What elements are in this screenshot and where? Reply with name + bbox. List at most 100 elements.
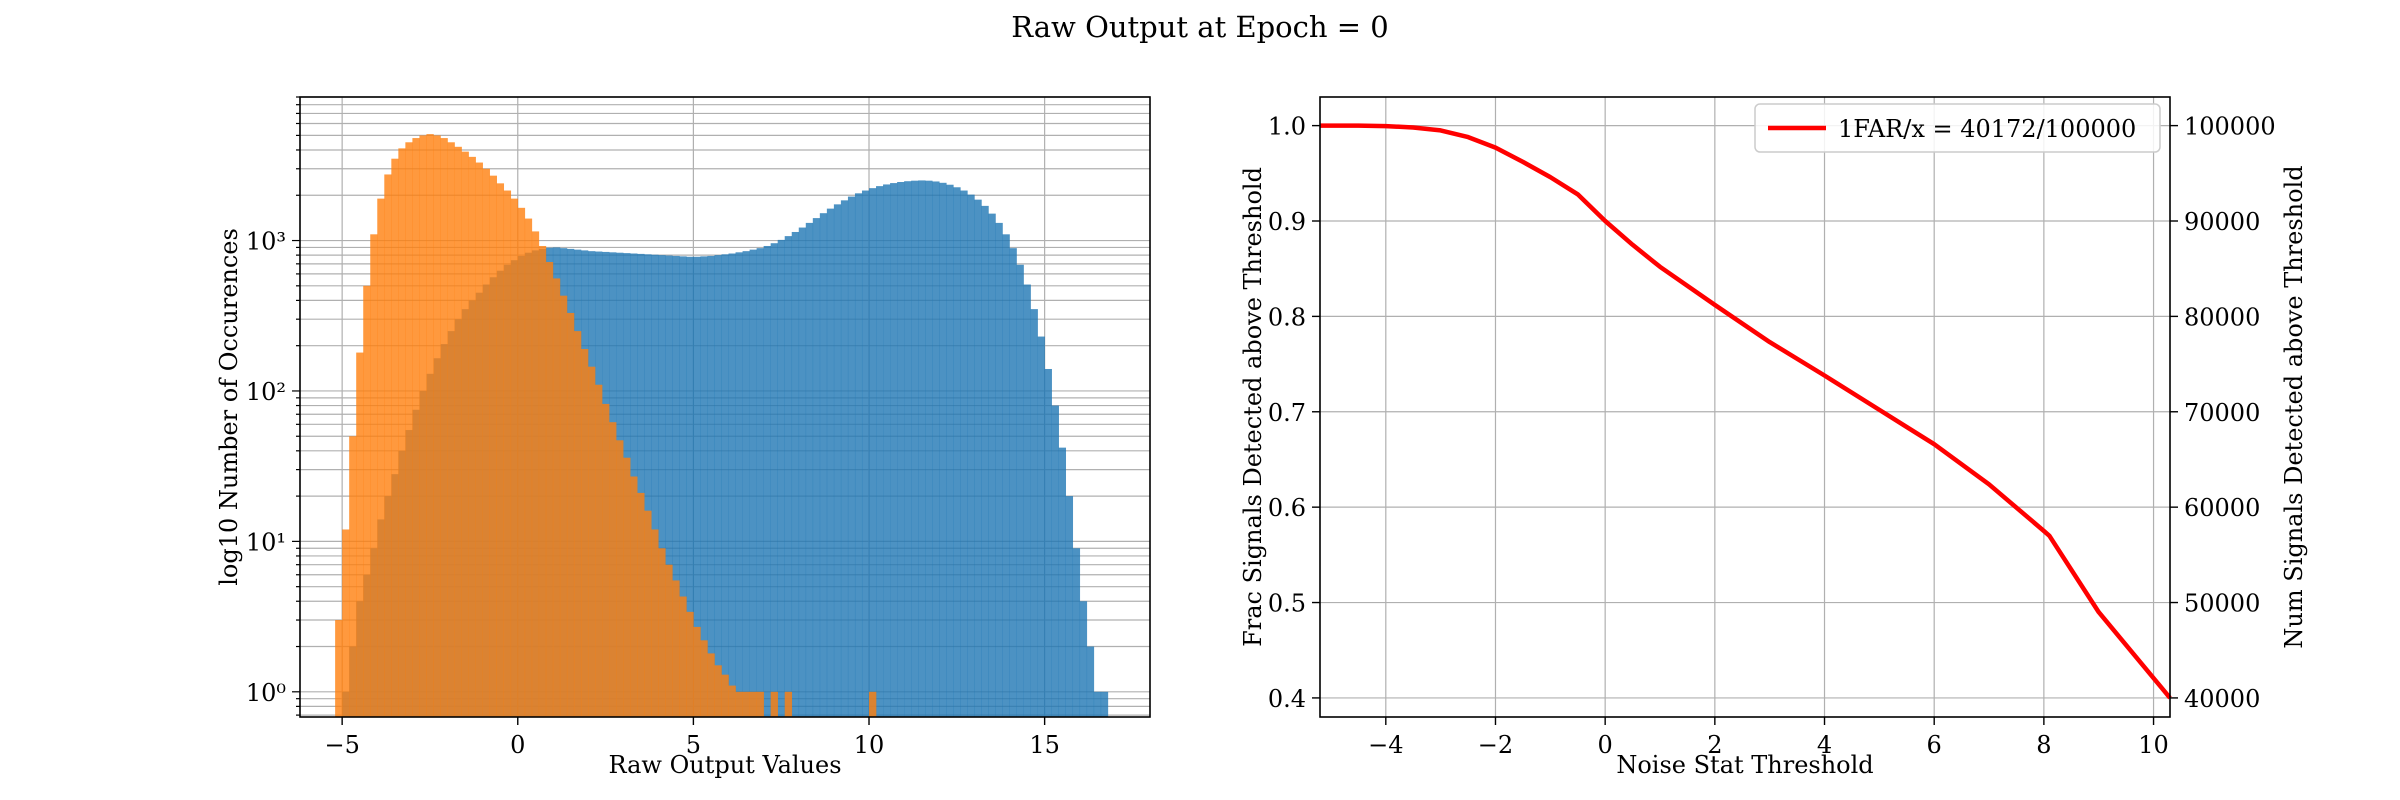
noise-hist-bar bbox=[545, 261, 554, 717]
signal-hist-bar bbox=[791, 231, 800, 718]
noise-hist-bar bbox=[454, 146, 462, 718]
line-ticks: −4 −2 0 2 4 6 8 10 0.4 0.5 0.6 0.7 0.8 0.9 1.0 40000 500… bbox=[1268, 113, 2276, 759]
noise-hist-bar bbox=[461, 151, 469, 717]
signal-hist-bar bbox=[665, 255, 673, 718]
noise-hist-bar bbox=[658, 548, 666, 717]
noise-hist-bar bbox=[665, 564, 673, 717]
line-xtick-label: 6 bbox=[1927, 731, 1942, 759]
legend-box bbox=[1754, 103, 2161, 153]
signal-hist-bar bbox=[742, 251, 750, 717]
hist-ytick-label: 10⁰ bbox=[246, 679, 286, 707]
line-ylabel-left: Frac Signals Detected above Threshold bbox=[1239, 167, 1267, 647]
signal-hist-bar bbox=[826, 208, 835, 717]
noise-hist-bar bbox=[538, 245, 547, 717]
noise-hist-bar bbox=[510, 198, 519, 717]
signal-hist-bar bbox=[833, 204, 842, 717]
line-xlabel: Noise Stat Threshold bbox=[1616, 751, 1873, 779]
signal-hist-bar bbox=[672, 255, 680, 717]
signal-hist-bar bbox=[918, 180, 926, 717]
noise-hist-bar bbox=[370, 234, 378, 718]
signal-hist-bar bbox=[981, 205, 989, 718]
noise-hist-bar bbox=[349, 436, 357, 717]
signal-hist-bar bbox=[911, 180, 919, 717]
noise-hist-bar bbox=[412, 138, 420, 717]
histogram-frame bbox=[299, 96, 1151, 718]
signal-hist-bar bbox=[1030, 309, 1038, 717]
signal-hist-bar bbox=[1023, 284, 1031, 717]
noise-hist-bar bbox=[679, 596, 687, 717]
signal-hist-bar bbox=[798, 227, 807, 717]
signal-hist-bar bbox=[1072, 548, 1081, 717]
signal-hist-bar bbox=[861, 190, 870, 718]
signal-hist-bar bbox=[679, 256, 687, 717]
hist-xtick-label: 15 bbox=[1029, 731, 1060, 759]
hist-xtick-label: 10 bbox=[854, 731, 885, 759]
histogram-ylabel: log10 Number of Occurences bbox=[215, 228, 243, 586]
noise-hist-bar bbox=[623, 457, 631, 717]
hist-xtick-label: −5 bbox=[324, 731, 359, 759]
noise-hist-bar bbox=[714, 665, 722, 717]
noise-hist-bar bbox=[531, 231, 540, 717]
signal-hist-bar bbox=[1065, 496, 1074, 717]
signal-hist-bar bbox=[932, 181, 940, 718]
signal-hist-bar bbox=[1086, 646, 1095, 717]
signal-hist-bar bbox=[700, 256, 708, 717]
line-y2tick-label: 100000 bbox=[2184, 113, 2276, 141]
signal-hist-bar bbox=[749, 249, 757, 717]
signal-hist-bar bbox=[946, 184, 954, 717]
signal-hist-bar bbox=[1051, 405, 1059, 717]
signal-hist-bar bbox=[1037, 336, 1045, 717]
line-y2tick-label: 50000 bbox=[2184, 590, 2260, 618]
noise-hist-bar bbox=[602, 403, 610, 717]
signal-hist-bar bbox=[1100, 691, 1109, 717]
noise-hist-bar bbox=[616, 440, 624, 717]
noise-hist-bar bbox=[559, 295, 568, 717]
signal-hist-bar bbox=[644, 254, 652, 717]
line-ylabel-right: Num Signals Detected above Threshold bbox=[2280, 165, 2308, 648]
signal-hist-bar bbox=[756, 248, 764, 717]
signal-hist-bar bbox=[1002, 234, 1010, 718]
figure-title: Raw Output at Epoch = 0 bbox=[1011, 10, 1389, 44]
signal-hist-bar bbox=[876, 186, 884, 717]
noise-hist-bar bbox=[552, 278, 561, 717]
noise-hist-bar bbox=[693, 626, 701, 717]
signal-hist-bar bbox=[693, 256, 701, 717]
noise-hist-bar bbox=[496, 183, 505, 717]
signal-hist-bar bbox=[869, 188, 877, 718]
signal-hist-bar bbox=[735, 252, 743, 718]
signal-hist-bar bbox=[805, 222, 814, 718]
line-xtick-label: 4 bbox=[1817, 731, 1832, 759]
noise-hist-bar bbox=[482, 168, 490, 718]
signal-hist-bar bbox=[854, 193, 863, 717]
line-xtick-label: −2 bbox=[1478, 731, 1513, 759]
signal-hist-bar bbox=[974, 199, 982, 718]
signal-hist-bar bbox=[904, 181, 912, 717]
line-frame bbox=[1319, 96, 2171, 718]
line-ytick-label: 1.0 bbox=[1268, 113, 1306, 141]
signal-hist-bar bbox=[988, 213, 996, 717]
noise-hist-bar bbox=[756, 691, 764, 717]
signal-hist-bar bbox=[686, 256, 694, 717]
line-xtick-label: 2 bbox=[1707, 731, 1722, 759]
signal-hist-bar bbox=[1016, 264, 1024, 717]
noise-hist-bar bbox=[644, 510, 652, 717]
line-y2tick-label: 90000 bbox=[2184, 208, 2260, 236]
noise-hist-bar bbox=[391, 158, 399, 717]
signal-hist-bar bbox=[883, 184, 891, 718]
noise-hist-bar bbox=[742, 691, 750, 717]
noise-hist-bar bbox=[651, 529, 659, 717]
hist-xtick-label: 0 bbox=[510, 731, 525, 759]
line-ytick-label: 0.6 bbox=[1268, 494, 1306, 522]
signal-hist-bar bbox=[925, 180, 933, 717]
signal-hist-bar bbox=[770, 243, 778, 718]
line-y2tick-label: 60000 bbox=[2184, 494, 2260, 522]
signal-hist-bar bbox=[637, 253, 645, 717]
noise-hist-bar bbox=[707, 653, 715, 717]
noise-hist-bar bbox=[630, 476, 638, 717]
signal-hist-bar bbox=[707, 255, 715, 717]
noise-hist-bar bbox=[489, 175, 497, 718]
signal-hist-bar bbox=[1058, 447, 1067, 717]
noise-hist-bar bbox=[573, 331, 582, 717]
legend: 1FAR/x = 40172/100000 bbox=[1754, 103, 2161, 153]
hist-xtick-label: 5 bbox=[686, 731, 701, 759]
